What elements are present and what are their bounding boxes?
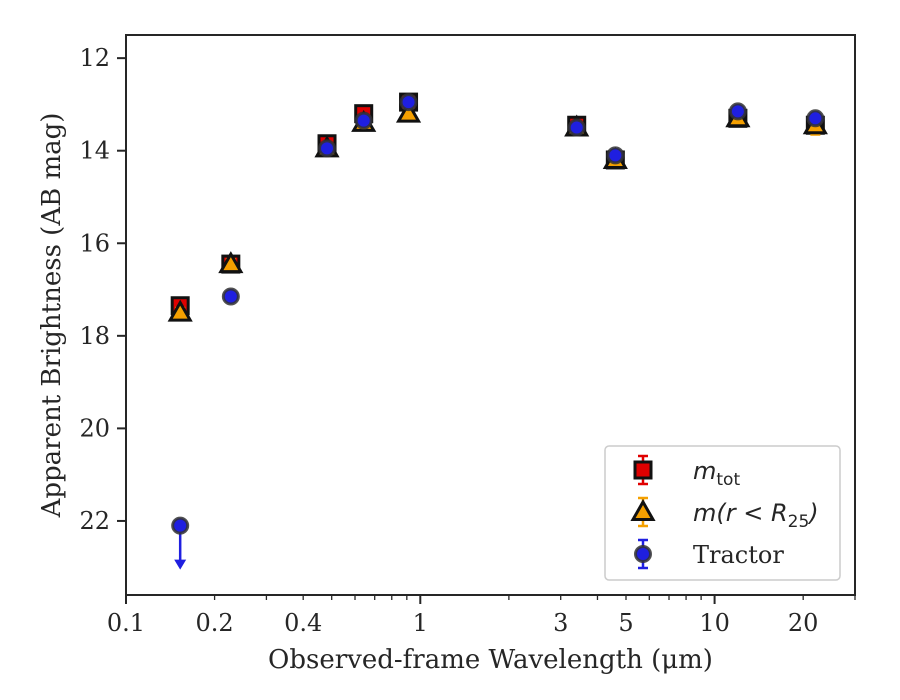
data-point: [218, 251, 244, 274]
data-point: [567, 118, 586, 137]
data-point: [399, 93, 418, 112]
legend-box: [604, 445, 841, 581]
axes-frame: [125, 34, 856, 596]
data-point: [171, 516, 190, 535]
y-tick-label: 12: [79, 44, 110, 72]
legend-marker-square: [633, 460, 653, 480]
x-tick-label: 5: [618, 609, 633, 637]
data-point: [728, 102, 747, 121]
x-tick-label: 0.4: [284, 609, 322, 637]
x-tick-label: 1: [413, 609, 428, 637]
x-tick-label: 3: [553, 609, 568, 637]
x-tick-label: 10: [699, 609, 730, 637]
legend-label: m(r < R25): [693, 499, 819, 532]
legend-label: mtot: [693, 457, 740, 490]
series-circle: [171, 93, 825, 570]
y-tick-label: 20: [79, 414, 110, 442]
legend-marker-triangle: [630, 498, 656, 521]
x-axis-label: Observed-frame Wavelength (μm): [268, 645, 713, 675]
y-tick-label: 18: [79, 322, 110, 350]
data-point: [167, 299, 193, 322]
data-point: [318, 139, 337, 158]
x-axis-ticks: 0.1 0.2 0.4 1 3 5 10 20: [107, 595, 856, 637]
x-tick-label: 20: [788, 609, 819, 637]
legend-marker-circle: [634, 545, 652, 563]
series-triangle: [167, 100, 828, 322]
data-point: [806, 109, 825, 128]
chart-marks: [167, 92, 828, 570]
data-point: [395, 100, 422, 123]
y-tick-label: 14: [79, 137, 110, 165]
data-point: [221, 287, 240, 306]
data-point: [606, 146, 625, 165]
y-axis-label: Apparent Brightness (AB mag): [37, 113, 67, 519]
upper-limit-arrowhead: [174, 559, 187, 570]
y-tick-label: 16: [79, 229, 110, 257]
legend: mtot m(r < R25) Tractor: [604, 445, 841, 581]
x-tick-label: 0.2: [196, 609, 234, 637]
x-tick-label: 0.1: [107, 609, 145, 637]
legend-label: Tractor: [693, 541, 784, 569]
y-tick-label: 22: [79, 507, 110, 535]
y-axis-ticks: 12 14 16 18 20 22: [79, 44, 126, 535]
data-point: [354, 111, 373, 130]
